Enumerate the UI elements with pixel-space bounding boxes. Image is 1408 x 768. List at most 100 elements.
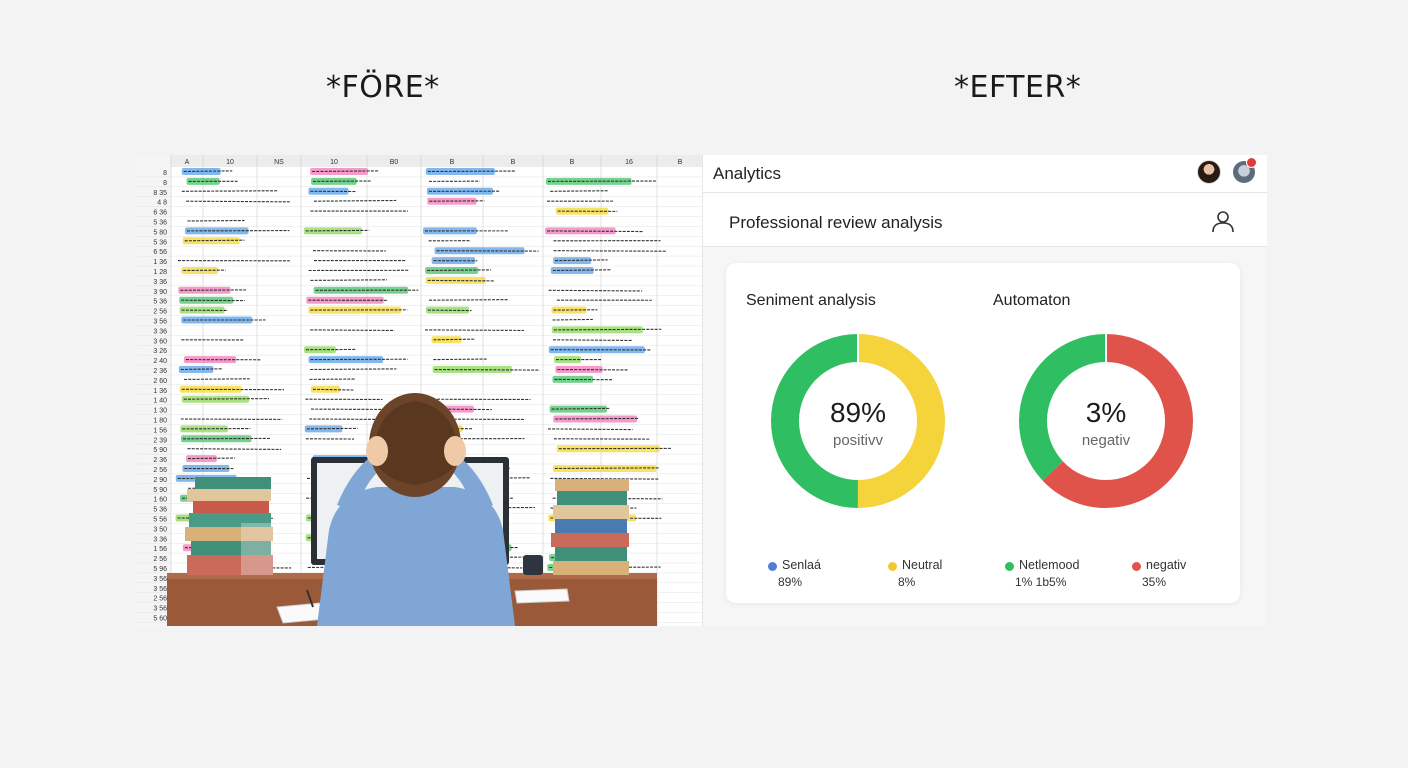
scribble-text <box>184 378 250 380</box>
row-label: 5 36 <box>153 239 167 246</box>
legend-name: Neutral <box>902 558 943 572</box>
highlight-mark <box>311 177 357 185</box>
scribble-text <box>433 358 488 361</box>
column-header: 10 <box>226 159 234 166</box>
row-label: 6 56 <box>153 249 167 256</box>
row-label: 5 56 <box>153 517 167 524</box>
sentiment-donut-chart[interactable]: 89% positivv <box>770 333 946 509</box>
paper-sheet-right <box>514 588 570 604</box>
row-label: 2 56 <box>153 596 167 603</box>
highlight-mark <box>313 286 409 294</box>
scribble-text <box>553 328 662 331</box>
highlight-mark <box>179 296 234 304</box>
legend-value: 1% 1b5% <box>1015 575 1067 589</box>
row-label: 1 28 <box>153 269 167 276</box>
automation-title: Automaton <box>993 292 1071 309</box>
legend-value: 8% <box>898 575 916 589</box>
row-label: 3 36 <box>153 279 167 286</box>
highlight-mark <box>179 385 242 393</box>
highlight-mark <box>183 356 237 364</box>
highlight-mark <box>556 445 660 453</box>
legend-name: negativ <box>1146 558 1187 572</box>
row-label: 2 40 <box>153 358 167 365</box>
scribble-text <box>428 418 526 421</box>
scribble-text <box>425 329 524 331</box>
row-label: 5 90 <box>153 487 167 494</box>
scribble-text <box>429 299 508 301</box>
user-icon[interactable] <box>1211 209 1235 233</box>
scribble-text <box>313 199 397 202</box>
row-label: 8 35 <box>153 190 167 197</box>
highlight-mark <box>425 168 496 175</box>
row-label: 3 90 <box>153 289 167 296</box>
row-label: 2 56 <box>153 556 167 563</box>
row-label: 1 40 <box>153 398 167 405</box>
highlight-mark <box>432 366 512 373</box>
column-header: 10 <box>330 159 338 166</box>
row-label: 3 56 <box>153 606 167 613</box>
scribble-text <box>310 279 387 281</box>
row-label: 6 36 <box>153 210 167 217</box>
row-label: 1 36 <box>153 388 167 395</box>
sentiment-donut-value: 89% <box>829 397 887 428</box>
highlight-mark <box>545 227 616 235</box>
scribble-text <box>550 190 608 192</box>
sentiment-analysis-title: Seniment analysis <box>746 292 876 309</box>
row-label: 2 90 <box>153 477 167 484</box>
row-label: 3 60 <box>153 338 167 345</box>
scribble-text <box>548 289 643 292</box>
top-bar: Analytics <box>703 155 1267 193</box>
after-dashboard: Analytics Professional review analysis S… <box>703 155 1267 626</box>
row-label: 1 80 <box>153 418 167 425</box>
person-body <box>317 487 515 626</box>
scribble-text <box>434 368 540 371</box>
scribble-text <box>310 329 395 332</box>
analysis-card: Seniment analysis Automaton 89% positivv… <box>726 263 1240 603</box>
coffee-mug <box>523 555 543 575</box>
pen <box>306 589 314 608</box>
left-hand <box>366 436 388 466</box>
scribble-text <box>550 477 660 480</box>
highlight-mark <box>178 286 231 294</box>
automation-donut-value: 3% <box>1085 397 1127 428</box>
automation-donut-ring <box>1019 334 1193 508</box>
stressed-person-at-desk <box>167 393 657 626</box>
column-header: B <box>450 159 455 166</box>
scribble-text <box>555 259 608 262</box>
row-label: 2 36 <box>153 457 167 464</box>
row-label: 3 56 <box>153 576 167 583</box>
row-label: 3 50 <box>153 526 167 533</box>
automation-donut-label: negativ <box>1081 432 1131 449</box>
app-title: Analytics <box>713 164 782 183</box>
scribble-text <box>547 230 644 233</box>
row-label: 1 36 <box>153 259 167 266</box>
highlight-mark <box>304 425 343 433</box>
book-stack-right <box>551 479 629 575</box>
highlight-mark <box>548 346 645 354</box>
row-label: 2 56 <box>153 309 167 316</box>
row-label: 2 39 <box>153 437 167 444</box>
highlight-mark <box>181 316 253 324</box>
row-label: 5 90 <box>153 447 167 454</box>
scribble-text <box>433 338 475 341</box>
scribble-text <box>312 388 354 391</box>
scribble-text <box>312 170 380 173</box>
row-label: 3 56 <box>153 586 167 593</box>
page-header: Professional review analysis <box>703 193 1267 247</box>
column-header: B <box>511 159 516 166</box>
row-label: 1 56 <box>153 546 167 553</box>
profile-avatar-icon[interactable] <box>1197 160 1221 184</box>
scribble-text <box>552 269 612 272</box>
row-label: 4 8 <box>157 200 167 207</box>
column-header: B <box>678 159 683 166</box>
automation-donut-chart[interactable]: 3% negativ <box>1018 333 1194 509</box>
scribble-text <box>547 428 633 431</box>
row-label: 8 <box>163 170 167 177</box>
scribble-text <box>188 457 236 460</box>
column-header: 16 <box>625 159 633 166</box>
before-heading: *FÖRE* <box>326 70 440 105</box>
legend-dot <box>888 562 897 571</box>
highlight-mark <box>552 465 657 472</box>
after-heading: *EFTER* <box>954 70 1082 105</box>
row-header-bar <box>137 155 171 626</box>
